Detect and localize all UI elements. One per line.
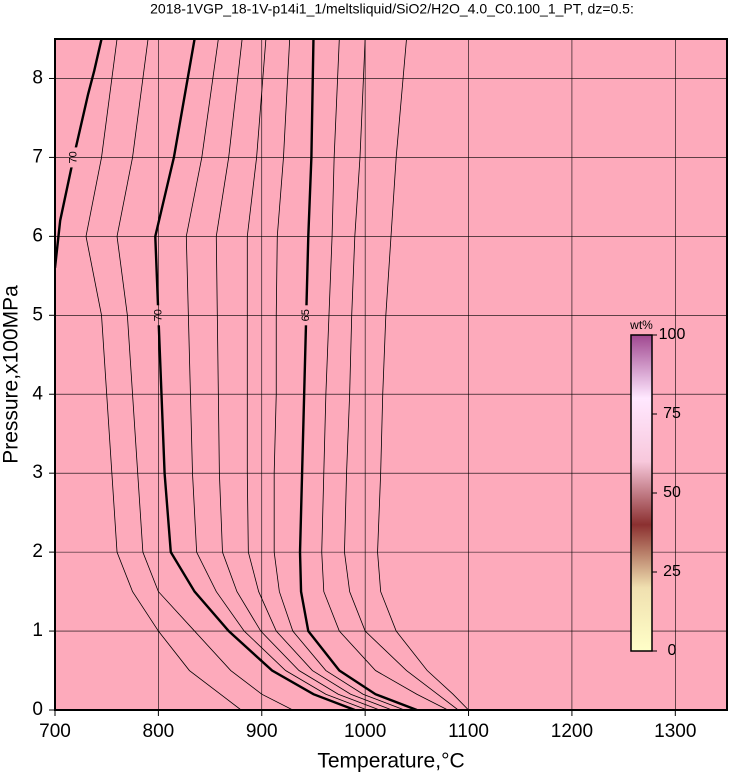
y-tick-label: 5 bbox=[32, 304, 43, 325]
colorbar-title: wt% bbox=[629, 318, 653, 332]
y-tick-label: 1 bbox=[32, 620, 43, 641]
y-tick-label: 4 bbox=[32, 383, 43, 404]
y-tick-label: 7 bbox=[32, 146, 43, 167]
contour-line bbox=[344, 39, 459, 710]
colorbar-tick-label: 0 bbox=[668, 642, 677, 659]
x-tick-label: 900 bbox=[246, 721, 278, 742]
contour-line bbox=[116, 39, 293, 710]
colorbar-tick-label: 75 bbox=[663, 405, 681, 422]
contour-line bbox=[85, 39, 242, 710]
x-tick-label: 1000 bbox=[344, 721, 386, 742]
contour-line bbox=[215, 39, 380, 710]
contour-line bbox=[321, 39, 449, 710]
chart-title: 2018-1VGP_18-1V-p14i1_1/meltsliquid/SiO2… bbox=[150, 1, 634, 17]
contour-line bbox=[185, 39, 368, 710]
contour-line bbox=[273, 39, 405, 710]
contour-line bbox=[55, 39, 103, 269]
colorbar-tick-label: 100 bbox=[659, 326, 686, 343]
y-tick-label: 2 bbox=[32, 541, 43, 562]
y-tick-label: 0 bbox=[32, 699, 43, 720]
x-tick-label: 1300 bbox=[654, 721, 696, 742]
contour-line bbox=[377, 39, 469, 710]
y-tick-label: 6 bbox=[32, 225, 43, 246]
plot-background bbox=[55, 39, 727, 710]
x-axis-title: Temperature,°C bbox=[317, 750, 464, 773]
x-tick-label: 700 bbox=[39, 721, 71, 742]
x-tick-label: 1100 bbox=[448, 721, 489, 742]
colorbar bbox=[630, 334, 653, 652]
y-tick-label: 3 bbox=[32, 462, 43, 483]
x-tick-label: 800 bbox=[143, 721, 175, 742]
plot-frame bbox=[54, 38, 728, 711]
colorbar-tick-label: 25 bbox=[663, 563, 681, 580]
y-axis-title: Pressure,x100MPa bbox=[0, 285, 23, 464]
contour-line bbox=[246, 39, 393, 710]
x-tick-label: 1200 bbox=[551, 721, 593, 742]
colorbar-tick-label: 50 bbox=[663, 484, 681, 501]
y-tick-label: 8 bbox=[32, 67, 43, 88]
contour-line bbox=[298, 39, 418, 710]
